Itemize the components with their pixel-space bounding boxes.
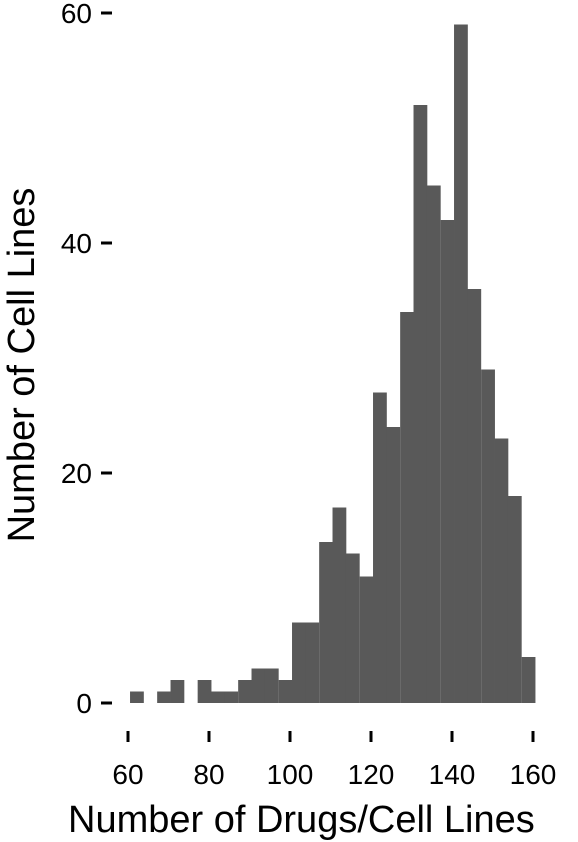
histogram-bar	[481, 369, 495, 703]
histogram-bars	[130, 24, 536, 703]
histogram-bar	[264, 668, 279, 703]
histogram-bar	[224, 691, 239, 703]
x-tick-label: 160	[510, 759, 557, 790]
y-tick-label: 40	[61, 228, 92, 259]
x-tick-label: 80	[193, 759, 224, 790]
histogram-bar	[359, 576, 374, 703]
histogram-bar	[400, 312, 414, 703]
histogram-bar	[305, 622, 320, 703]
histogram-bar	[170, 680, 185, 703]
x-tick-label: 100	[267, 759, 314, 790]
histogram-bar	[440, 220, 455, 703]
y-tick-label: 20	[61, 458, 92, 489]
histogram-bar	[494, 438, 509, 703]
y-axis-title: Number of Cell Lines	[1, 188, 43, 543]
histogram-bar	[238, 680, 252, 703]
histogram-bar	[292, 622, 306, 703]
histogram-bar	[130, 691, 144, 703]
y-axis: 0 20 40 60	[61, 0, 112, 719]
x-tick-label: 140	[429, 759, 476, 790]
x-tick-label: 60	[112, 759, 143, 790]
histogram-bar	[197, 680, 212, 703]
histogram-bar	[454, 24, 468, 703]
histogram-bar	[332, 507, 347, 703]
histogram-bar	[278, 680, 293, 703]
histogram-bar	[386, 427, 401, 703]
histogram-bar	[251, 668, 266, 703]
x-axis: 60 80 100 120 140 160	[112, 731, 556, 790]
y-tick-label: 0	[76, 688, 92, 719]
histogram-bar	[345, 553, 360, 703]
y-tick-label: 60	[61, 0, 92, 29]
histogram-bar	[413, 105, 428, 703]
histogram-bar	[467, 289, 482, 703]
histogram-bar	[157, 691, 171, 703]
histogram-bar	[319, 542, 333, 703]
histogram-bar	[426, 185, 441, 703]
x-tick-label: 120	[348, 759, 395, 790]
histogram-bar	[507, 496, 522, 703]
histogram-bar	[373, 392, 387, 703]
histogram-bar	[211, 691, 225, 703]
x-axis-title: Number of Drugs/Cell Lines	[68, 799, 535, 841]
histogram-bar	[521, 657, 536, 703]
